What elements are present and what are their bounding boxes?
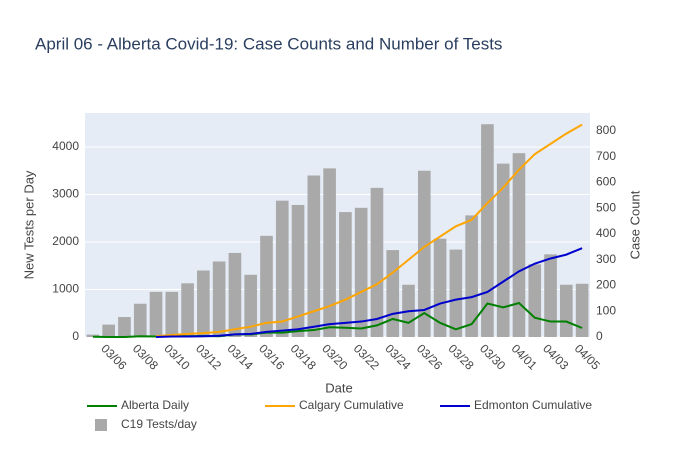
y2-tick-label: 800	[596, 123, 616, 137]
x-tick-label: 04/01	[509, 341, 540, 372]
x-tick-label: 03/10	[161, 341, 192, 372]
x-tick-label: 03/24	[382, 341, 413, 372]
y-axis-title: New Tests per Day	[21, 170, 36, 279]
y-tick-label: 1000	[52, 282, 79, 296]
y2-tick-label: 500	[596, 200, 616, 214]
bar	[165, 291, 179, 337]
bar	[339, 212, 352, 337]
x-tick-label: 03/12	[193, 341, 224, 372]
bar	[575, 283, 589, 337]
x-tick-label: 03/30	[477, 341, 508, 372]
bar	[181, 283, 194, 337]
bar	[86, 334, 100, 337]
y2-tick-label: 400	[596, 226, 616, 240]
y-tick-label: 3000	[52, 187, 79, 201]
bar	[528, 264, 542, 337]
x-tick-label: 03/16	[256, 341, 287, 372]
legend-label: Edmonton Cumulative	[474, 398, 592, 412]
x-tick-label: 04/03	[540, 341, 571, 372]
y-tick-label: 0	[72, 329, 79, 343]
bar	[496, 163, 510, 337]
x-tick-label: 03/14	[225, 341, 256, 372]
bar	[212, 261, 226, 337]
bar	[149, 291, 163, 337]
line	[155, 247, 583, 338]
bar	[417, 170, 431, 337]
bar	[307, 175, 321, 337]
bar	[197, 270, 210, 337]
chart-title: April 06 - Alberta Covid-19: Case Counts…	[35, 34, 502, 53]
bar	[560, 284, 573, 337]
y2-tick-label: 600	[596, 175, 616, 189]
bar	[354, 207, 368, 337]
y2-tick-label: 100	[596, 303, 616, 317]
bar	[481, 124, 494, 337]
line	[155, 123, 583, 338]
bar	[291, 204, 305, 337]
y2-tick-label: 0	[596, 329, 603, 343]
bar	[433, 238, 447, 337]
bar	[118, 317, 131, 337]
bar	[244, 274, 258, 337]
bar	[465, 215, 478, 337]
bar	[512, 153, 526, 337]
y2-tick-label: 200	[596, 278, 616, 292]
y-tick-label: 2000	[52, 234, 79, 248]
bar	[275, 200, 289, 337]
x-tick-label: 04/05	[572, 341, 603, 372]
bar	[102, 324, 115, 337]
x-tick-label: 03/26	[414, 341, 445, 372]
x-tick-label: 03/22	[351, 341, 382, 372]
legend-label: C19 Tests/day	[121, 417, 197, 431]
bar	[228, 252, 242, 337]
y2-axis-title: Case Count	[627, 190, 642, 259]
bar	[386, 250, 400, 337]
x-tick-label: 03/28	[445, 341, 476, 372]
x-tick-label: 03/08	[130, 341, 161, 372]
legend-swatch	[95, 419, 107, 431]
x-axis-title: Date	[325, 380, 352, 395]
bar	[544, 254, 557, 337]
legend-label: Alberta Daily	[121, 398, 189, 412]
bar	[133, 303, 147, 337]
legend-label: Calgary Cumulative	[299, 398, 404, 412]
y-tick-label: 4000	[52, 139, 79, 153]
y2-tick-label: 700	[596, 149, 616, 163]
bar	[370, 187, 384, 337]
bar	[323, 168, 336, 337]
y2-tick-label: 300	[596, 252, 616, 266]
bar	[449, 249, 463, 337]
x-tick-label: 03/06	[98, 341, 129, 372]
bar	[260, 235, 273, 337]
x-tick-label: 03/18	[288, 341, 319, 372]
x-tick-label: 03/20	[319, 341, 350, 372]
